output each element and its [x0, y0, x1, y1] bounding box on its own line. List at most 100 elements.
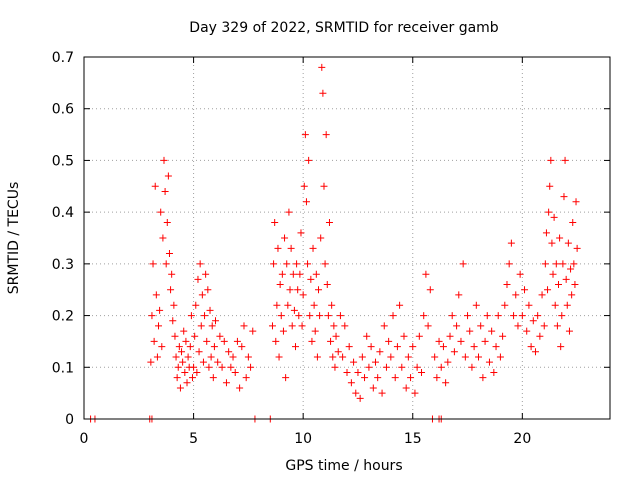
data-point — [457, 337, 465, 345]
data-point — [435, 337, 443, 345]
data-point — [544, 286, 552, 294]
data-point — [382, 363, 390, 371]
data-point — [322, 131, 330, 139]
data-point — [363, 332, 371, 340]
data-point — [186, 343, 194, 351]
data-point — [561, 156, 569, 164]
data-point — [413, 363, 421, 371]
data-point — [173, 374, 181, 382]
data-point — [192, 301, 200, 309]
data-point — [168, 270, 176, 278]
data-point — [553, 322, 561, 330]
data-point — [299, 291, 307, 299]
data-point — [424, 322, 432, 330]
data-point — [272, 337, 280, 345]
data-point — [304, 260, 312, 268]
data-point — [231, 368, 239, 376]
data-point — [247, 363, 255, 371]
data-point — [490, 368, 498, 376]
x-tick-label: 0 — [80, 431, 89, 447]
data-point — [358, 353, 366, 361]
data-point — [556, 234, 564, 242]
data-point — [319, 89, 327, 97]
data-point — [210, 343, 218, 351]
data-point — [552, 260, 560, 268]
data-point — [276, 281, 284, 289]
data-point — [153, 353, 161, 361]
data-point — [468, 363, 476, 371]
data-point — [516, 270, 524, 278]
data-point — [347, 379, 355, 387]
data-point — [534, 312, 542, 320]
data-point — [461, 353, 469, 361]
data-point — [329, 353, 337, 361]
data-point — [437, 363, 445, 371]
data-point — [343, 368, 351, 376]
data-point — [398, 363, 406, 371]
data-point — [365, 363, 373, 371]
data-point — [496, 353, 504, 361]
data-point — [296, 270, 304, 278]
data-point — [194, 275, 202, 283]
data-point — [464, 312, 472, 320]
data-point — [302, 198, 310, 206]
data-point — [317, 234, 325, 242]
data-point — [354, 368, 362, 376]
data-point — [551, 301, 559, 309]
data-point — [238, 343, 246, 351]
data-point — [305, 156, 313, 164]
data-point — [147, 358, 155, 366]
data-point — [282, 374, 290, 382]
data-point — [548, 239, 556, 247]
data-point — [374, 374, 382, 382]
data-point — [218, 363, 226, 371]
data-point — [407, 374, 415, 382]
data-point — [176, 384, 184, 392]
data-points — [87, 63, 581, 423]
data-point — [287, 244, 295, 252]
data-point — [160, 156, 168, 164]
data-point — [558, 312, 566, 320]
data-point — [155, 322, 163, 330]
data-point — [442, 379, 450, 387]
data-point — [293, 260, 301, 268]
data-point — [203, 337, 211, 345]
y-tick-label: 0 — [65, 412, 74, 428]
y-tick-label: 0.5 — [52, 153, 74, 169]
data-point — [312, 270, 320, 278]
data-point — [356, 394, 364, 402]
data-point — [187, 312, 195, 320]
data-point — [277, 312, 285, 320]
data-point — [557, 343, 565, 351]
data-point — [178, 348, 186, 356]
data-point — [367, 343, 375, 351]
data-point — [521, 286, 529, 294]
data-point — [369, 384, 377, 392]
data-point — [415, 332, 423, 340]
data-point — [193, 368, 201, 376]
data-point — [546, 182, 554, 190]
data-point — [208, 322, 216, 330]
plot-frame — [83, 56, 611, 420]
data-point — [455, 291, 463, 299]
data-point — [268, 322, 276, 330]
data-point — [220, 337, 228, 345]
y-tick-label: 0.7 — [52, 50, 74, 66]
data-point — [165, 250, 173, 258]
data-point — [391, 374, 399, 382]
data-point — [233, 337, 241, 345]
data-point — [488, 327, 496, 335]
data-point — [148, 312, 156, 320]
data-point — [212, 317, 219, 325]
data-point — [240, 322, 248, 330]
data-point — [472, 301, 480, 309]
data-point — [453, 322, 461, 330]
data-point — [283, 260, 291, 268]
data-point — [172, 353, 180, 361]
data-point — [439, 343, 447, 351]
data-point — [422, 270, 430, 278]
data-point — [179, 358, 187, 366]
data-point — [393, 343, 401, 351]
data-point — [174, 363, 182, 371]
